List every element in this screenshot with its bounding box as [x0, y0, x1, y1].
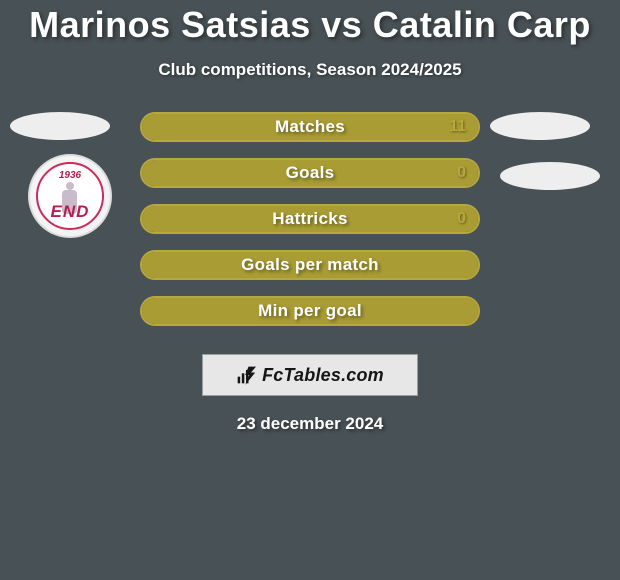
stat-label: Goals [142, 160, 478, 186]
stat-value-right: 0 [457, 160, 466, 186]
stat-value-right: 11 [449, 114, 466, 140]
stat-row-min-per-goal: Min per goal [0, 296, 620, 326]
chart-bolt-icon [236, 365, 256, 385]
source-logo-text: FcTables.com [262, 365, 384, 386]
stat-row-goals: Goals 0 [0, 158, 620, 188]
stat-bar: Hattricks 0 [140, 204, 480, 234]
stat-bar: Min per goal [140, 296, 480, 326]
stat-label: Matches [142, 114, 478, 140]
page-title: Marinos Satsias vs Catalin Carp [0, 0, 620, 46]
subtitle: Club competitions, Season 2024/2025 [0, 60, 620, 80]
comparison-infographic: Marinos Satsias vs Catalin Carp Club com… [0, 0, 620, 580]
bars-area: 1936 END Matches 11 Goals 0 [0, 112, 620, 326]
stat-row-goals-per-match: Goals per match [0, 250, 620, 280]
stat-label: Min per goal [142, 298, 478, 324]
stat-label: Hattricks [142, 206, 478, 232]
stat-bar: Goals per match [140, 250, 480, 280]
stat-row-hattricks: Hattricks 0 [0, 204, 620, 234]
stat-bar: Matches 11 [140, 112, 480, 142]
source-logo: FcTables.com [202, 354, 418, 396]
stat-row-matches: Matches 11 [0, 112, 620, 142]
stat-bar: Goals 0 [140, 158, 480, 188]
stat-label: Goals per match [142, 252, 478, 278]
stat-value-right: 0 [457, 206, 466, 232]
date-label: 23 december 2024 [0, 414, 620, 434]
